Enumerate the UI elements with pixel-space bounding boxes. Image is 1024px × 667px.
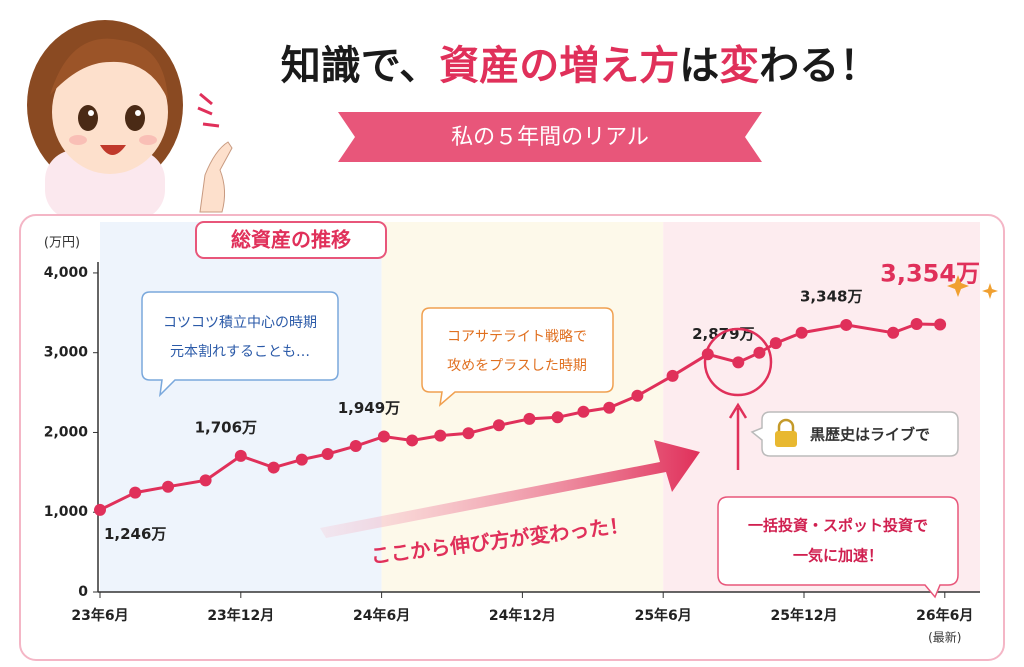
x-tick-label: 25年6月 [635, 607, 692, 624]
data-point [666, 369, 679, 382]
x-tick-label: 25年12月 [771, 607, 838, 624]
y-tick-label: 4,000 [44, 265, 89, 281]
data-point [769, 337, 782, 350]
y-tick-label: 0 [78, 584, 88, 600]
subtitle-ribbon [338, 112, 762, 162]
data-point [199, 474, 212, 487]
data-point [840, 318, 853, 331]
sparkle [947, 275, 998, 299]
value-label: 3,354万 [880, 259, 980, 287]
value-label: 1,949万 [338, 399, 400, 417]
data-point [377, 430, 390, 443]
y-tick-label: 1,000 [44, 504, 89, 520]
annotation: コツコツ積立中心の時期 [163, 315, 317, 331]
annotation: 一気に加速！ [793, 547, 883, 565]
value-label: 3,348万 [800, 287, 862, 305]
data-point [129, 486, 142, 499]
data-point [603, 401, 616, 414]
chart-label: 総資産の推移 [231, 228, 351, 252]
data-point [492, 419, 505, 432]
highlight-circle [703, 327, 773, 397]
annotation: 一括投資・スポット投資で [748, 517, 928, 535]
title-part: 知識で、 [281, 43, 439, 89]
data-point [234, 449, 247, 462]
y-tick-label: 2,000 [44, 424, 89, 440]
bubble [717, 496, 959, 599]
data-point [577, 405, 590, 418]
phase-band [381, 222, 664, 592]
annotation: 黒歴史はライブで [810, 426, 930, 444]
data-point [887, 326, 900, 339]
data-point [267, 461, 280, 474]
y-tick-label: 3,000 [44, 345, 89, 361]
annotation: 攻めをプラスした時期 [447, 358, 587, 374]
data-point [321, 448, 334, 461]
data-point [795, 326, 808, 339]
x-tick-label: 23年12月 [207, 607, 274, 624]
data-point [753, 346, 766, 359]
data-point [462, 427, 475, 440]
x-tick-label: 26年6月 [916, 607, 973, 624]
data-point [94, 503, 106, 516]
title-part: 資産の増え方 [439, 43, 679, 89]
lock-icon [775, 418, 797, 447]
data-point [934, 318, 947, 331]
data-point [732, 356, 745, 369]
annotation: 元本割れすることも… [170, 343, 310, 360]
pointer-arrow [728, 402, 748, 470]
subtitle: 私の５年間のリアル [451, 125, 649, 150]
value-label: 1,246万 [104, 525, 166, 543]
data-point [523, 412, 536, 425]
growth-arrow [320, 440, 700, 538]
data-point [434, 429, 447, 442]
x-tick-label: 24年6月 [353, 607, 410, 624]
bubble [421, 307, 614, 407]
value-label: 1,706万 [195, 418, 257, 436]
title-part: 変 [719, 43, 759, 89]
title: 知識で、資産の増え方は変わる！ [281, 43, 879, 89]
data-point [910, 317, 923, 330]
x-tick-label: 24年12月 [489, 607, 556, 624]
data-point [406, 434, 419, 447]
data-point [349, 440, 362, 453]
bubble [141, 291, 339, 398]
y-unit: (万円) [44, 236, 80, 251]
title-part: は [679, 43, 719, 89]
x-tick-note: (最新) [928, 630, 961, 645]
data-point [295, 453, 308, 466]
data-point [551, 411, 564, 424]
data-point [631, 389, 644, 402]
annotation: コアサテライト戦略で [447, 329, 587, 345]
character [27, 20, 233, 220]
x-tick-label: 23年6月 [71, 607, 128, 624]
chart-label-box [195, 221, 387, 259]
bubble [750, 411, 959, 457]
title-part: わる！ [759, 43, 879, 89]
data-point [162, 480, 175, 493]
